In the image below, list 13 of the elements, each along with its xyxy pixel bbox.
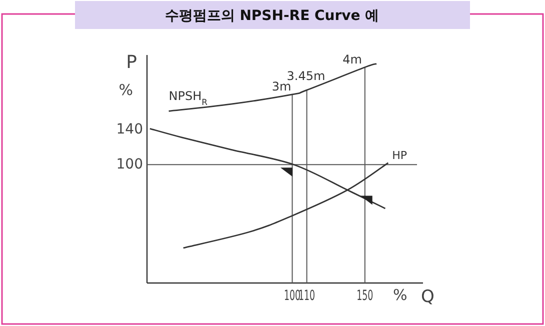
text: % — [393, 286, 408, 304]
line-series — [168, 63, 378, 112]
annotation: 4m — [342, 52, 362, 66]
chart-title: 수평펌프의 NPSH-RE Curve 예 — [164, 8, 380, 24]
x-tick-label: 150 — [356, 286, 374, 304]
y-axis-title: P — [126, 52, 138, 73]
series-label: NPSH$_{R}$ — [168, 89, 208, 108]
x-axis-title: Q — [421, 287, 434, 307]
x-tick-label: 110 — [298, 286, 316, 304]
y-tick-label: 140 — [116, 122, 143, 138]
x-tick-label: 100 — [284, 286, 301, 304]
series-label: HP — [392, 148, 408, 162]
text: % — [118, 81, 133, 99]
